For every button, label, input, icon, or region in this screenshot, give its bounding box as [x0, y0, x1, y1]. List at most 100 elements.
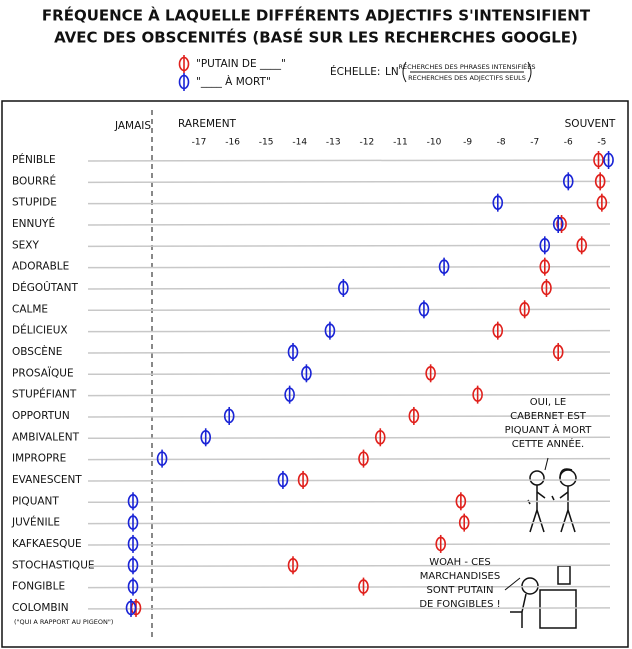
data-point: [358, 577, 369, 596]
row-line: [87, 543, 611, 546]
data-point: [127, 556, 139, 575]
data-point: [552, 342, 564, 361]
row-line: [87, 372, 611, 376]
data-point: [472, 385, 483, 404]
column-label: RAREMENT: [178, 118, 237, 130]
data-point: [127, 534, 139, 553]
data-point: [556, 214, 567, 233]
row-line: [87, 479, 611, 482]
row-line: [87, 500, 611, 504]
data-point: [455, 492, 467, 511]
data-point: [156, 449, 168, 468]
row-line: [87, 607, 611, 610]
data-point: [324, 321, 336, 340]
data-point: [539, 257, 551, 276]
speech-text: OUI, LE: [530, 397, 566, 408]
speech-text: SONT PUTAIN: [427, 585, 494, 596]
data-point: [425, 364, 436, 383]
row-line: [87, 287, 611, 290]
x-tick-label: -11: [393, 138, 408, 148]
row-line: [87, 159, 611, 162]
category-label: EVANESCENT: [12, 474, 82, 486]
scale-function: LN: [385, 66, 399, 78]
speech-text: CETTE ANNÉE.: [512, 437, 584, 450]
speech-line: [544, 457, 549, 471]
category-label: STUPIDE: [12, 197, 57, 209]
data-point: [374, 428, 386, 447]
row-line: [87, 308, 611, 312]
data-point: [492, 321, 504, 340]
x-tick-label: -6: [564, 138, 573, 148]
data-point: [287, 556, 299, 575]
data-point: [593, 151, 604, 169]
row-line: [87, 180, 611, 184]
row-line: [87, 436, 611, 440]
data-point: [277, 470, 289, 489]
category-label: PÉNIBLE: [12, 153, 56, 166]
x-tick-label: -9: [463, 138, 472, 148]
chart-title: AVEC DES OBSCENITÉS (BASÉ SUR LES RECHER…: [54, 28, 578, 47]
row-line: [87, 393, 611, 397]
data-point: [435, 534, 447, 553]
category-label: FONGIBLE: [12, 581, 65, 593]
data-point: [552, 214, 564, 233]
row-line: [87, 329, 611, 333]
data-point: [492, 193, 504, 212]
chart-title: FRÉQUENCE À LAQUELLE DIFFÉRENTS ADJECTIF…: [42, 6, 591, 25]
category-label: SEXY: [12, 239, 39, 251]
legend-label: "____ À MORT": [196, 75, 271, 88]
data-point: [200, 428, 212, 447]
row-line: [87, 457, 611, 461]
scale-denominator: RECHERCHES DES ADJECTIFS SEULS: [408, 74, 526, 82]
x-tick-label: -16: [225, 138, 240, 148]
x-tick-label: -10: [427, 138, 442, 148]
speech-text: DE FONGIBLES !: [419, 599, 500, 610]
data-point: [541, 278, 552, 297]
data-point: [408, 406, 420, 425]
category-label: STOCHASTIQUE: [12, 559, 95, 571]
figures: [510, 468, 577, 629]
frame: [1, 100, 629, 648]
x-tick-label: -14: [292, 138, 307, 148]
data-point: [223, 406, 235, 425]
speech-line: [504, 577, 521, 591]
data-point: [418, 300, 430, 319]
x-tick-label: -12: [360, 138, 375, 148]
category-label: ENNUYÉ: [12, 217, 55, 230]
row-line: [87, 585, 611, 589]
category-label: IMPROPRE: [12, 453, 66, 465]
category-label: AMBIVALENT: [12, 431, 80, 443]
paren: [402, 61, 532, 83]
data-point: [562, 172, 574, 191]
category-label: ADORABLE: [12, 261, 69, 273]
category-note: ("QUI A RAPPORT AU PIGEON"): [14, 618, 113, 626]
data-point: [297, 470, 309, 489]
row-line: [87, 564, 611, 568]
speech-text: WOAH - CES: [429, 557, 491, 568]
data-point: [596, 193, 608, 212]
data-point: [458, 513, 470, 532]
data-point: [127, 513, 139, 532]
x-tick-label: -7: [530, 138, 539, 148]
category-label: STUPÉFIANT: [12, 388, 77, 401]
legend-label: "PUTAIN DE ____": [196, 58, 286, 70]
speech-text: MARCHANDISES: [420, 571, 500, 582]
data-point: [284, 385, 295, 404]
column-label: JAMAIS: [114, 120, 151, 132]
category-label: JUVÉNILE: [11, 516, 60, 529]
data-point: [127, 492, 139, 511]
row-line: [87, 521, 611, 525]
category-label: DÉGOÛTANT: [12, 281, 78, 294]
row-line: [87, 223, 611, 226]
category-label: CALME: [12, 303, 48, 315]
category-label: COLOMBIN: [12, 602, 69, 614]
data-point: [287, 342, 299, 361]
data-point: [519, 300, 530, 319]
category-label: DÉLICIEUX: [12, 324, 68, 337]
data-point: [539, 236, 551, 255]
data-point: [438, 257, 450, 276]
data-point: [125, 598, 137, 617]
category-label: PROSAÏQUE: [12, 366, 74, 379]
scale-label: ÉCHELLE:: [330, 65, 380, 78]
